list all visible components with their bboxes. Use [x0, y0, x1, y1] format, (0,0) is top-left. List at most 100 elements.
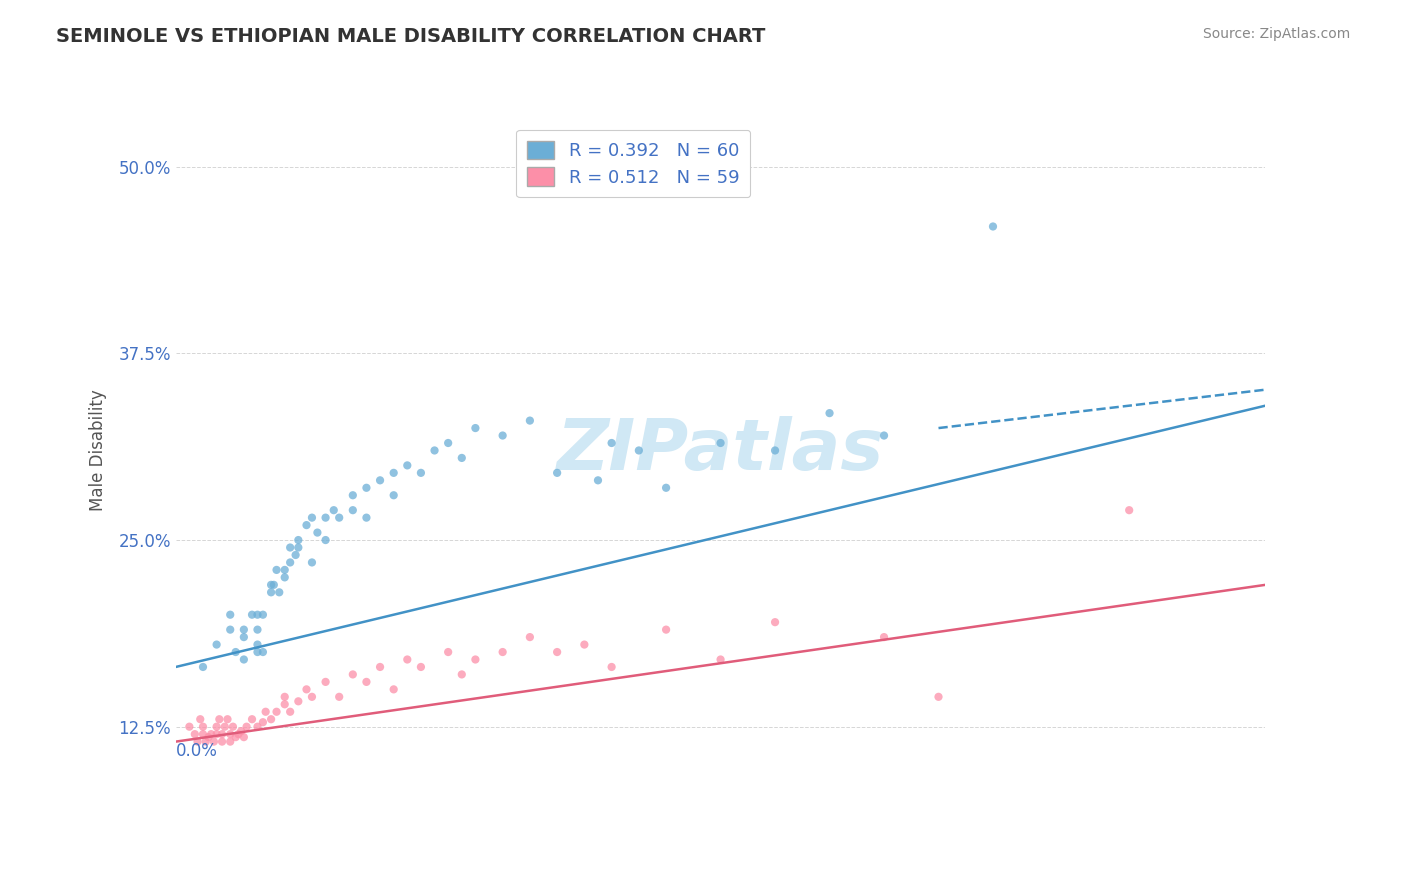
- Point: [246, 720, 269, 734]
- Point: [219, 623, 242, 637]
- Point: [219, 734, 242, 748]
- Point: [191, 720, 214, 734]
- Point: [228, 727, 250, 741]
- Point: [295, 682, 318, 697]
- Point: [208, 712, 231, 726]
- Text: 0.0%: 0.0%: [176, 742, 218, 760]
- Point: [396, 652, 419, 666]
- Point: [295, 518, 318, 533]
- Point: [191, 727, 214, 741]
- Point: [301, 556, 323, 570]
- Point: [274, 570, 297, 584]
- Point: [211, 734, 233, 748]
- Point: [200, 727, 222, 741]
- Point: [274, 698, 297, 712]
- Point: [232, 652, 254, 666]
- Point: [179, 720, 201, 734]
- Point: [252, 715, 274, 730]
- Point: [546, 645, 568, 659]
- Point: [492, 645, 515, 659]
- Point: [356, 510, 378, 524]
- Text: ZIPatlas: ZIPatlas: [557, 416, 884, 485]
- Point: [287, 694, 309, 708]
- Point: [266, 563, 288, 577]
- Point: [263, 578, 285, 592]
- Point: [574, 638, 596, 652]
- Point: [763, 443, 786, 458]
- Point: [232, 730, 254, 744]
- Point: [197, 730, 219, 744]
- Text: SEMINOLE VS ETHIOPIAN MALE DISABILITY CORRELATION CHART: SEMINOLE VS ETHIOPIAN MALE DISABILITY CO…: [56, 27, 766, 45]
- Point: [240, 712, 263, 726]
- Point: [219, 607, 242, 622]
- Point: [278, 556, 301, 570]
- Point: [246, 638, 269, 652]
- Point: [260, 578, 283, 592]
- Point: [546, 466, 568, 480]
- Point: [382, 488, 405, 502]
- Point: [928, 690, 950, 704]
- Point: [202, 734, 225, 748]
- Point: [519, 414, 541, 428]
- Point: [278, 541, 301, 555]
- Point: [600, 660, 623, 674]
- Point: [710, 652, 733, 666]
- Point: [191, 660, 214, 674]
- Text: Source: ZipAtlas.com: Source: ZipAtlas.com: [1202, 27, 1350, 41]
- Point: [450, 667, 472, 681]
- Point: [382, 466, 405, 480]
- Point: [586, 473, 609, 487]
- Point: [409, 660, 432, 674]
- Point: [240, 607, 263, 622]
- Point: [246, 607, 269, 622]
- Point: [287, 533, 309, 547]
- Point: [301, 690, 323, 704]
- Point: [269, 585, 291, 599]
- Point: [600, 436, 623, 450]
- Y-axis label: Male Disability: Male Disability: [89, 390, 107, 511]
- Point: [450, 450, 472, 465]
- Point: [211, 727, 233, 741]
- Point: [315, 533, 337, 547]
- Point: [492, 428, 515, 442]
- Point: [205, 727, 228, 741]
- Point: [981, 219, 1004, 234]
- Point: [222, 720, 245, 734]
- Point: [328, 690, 350, 704]
- Point: [235, 720, 257, 734]
- Point: [464, 421, 486, 435]
- Point: [252, 645, 274, 659]
- Point: [342, 667, 364, 681]
- Point: [284, 548, 307, 562]
- Point: [252, 607, 274, 622]
- Point: [188, 712, 211, 726]
- Point: [342, 488, 364, 502]
- Point: [205, 720, 228, 734]
- Point: [278, 705, 301, 719]
- Point: [464, 652, 486, 666]
- Point: [368, 660, 391, 674]
- Point: [225, 645, 247, 659]
- Point: [655, 623, 678, 637]
- Point: [232, 623, 254, 637]
- Point: [328, 510, 350, 524]
- Point: [315, 510, 337, 524]
- Point: [423, 443, 446, 458]
- Point: [260, 585, 283, 599]
- Point: [322, 503, 344, 517]
- Point: [184, 727, 207, 741]
- Point: [246, 623, 269, 637]
- Point: [763, 615, 786, 630]
- Point: [214, 720, 236, 734]
- Point: [627, 443, 650, 458]
- Point: [307, 525, 329, 540]
- Point: [274, 690, 297, 704]
- Point: [873, 428, 896, 442]
- Point: [266, 705, 288, 719]
- Point: [356, 481, 378, 495]
- Point: [710, 436, 733, 450]
- Point: [274, 563, 297, 577]
- Point: [873, 630, 896, 644]
- Point: [437, 436, 460, 450]
- Point: [232, 630, 254, 644]
